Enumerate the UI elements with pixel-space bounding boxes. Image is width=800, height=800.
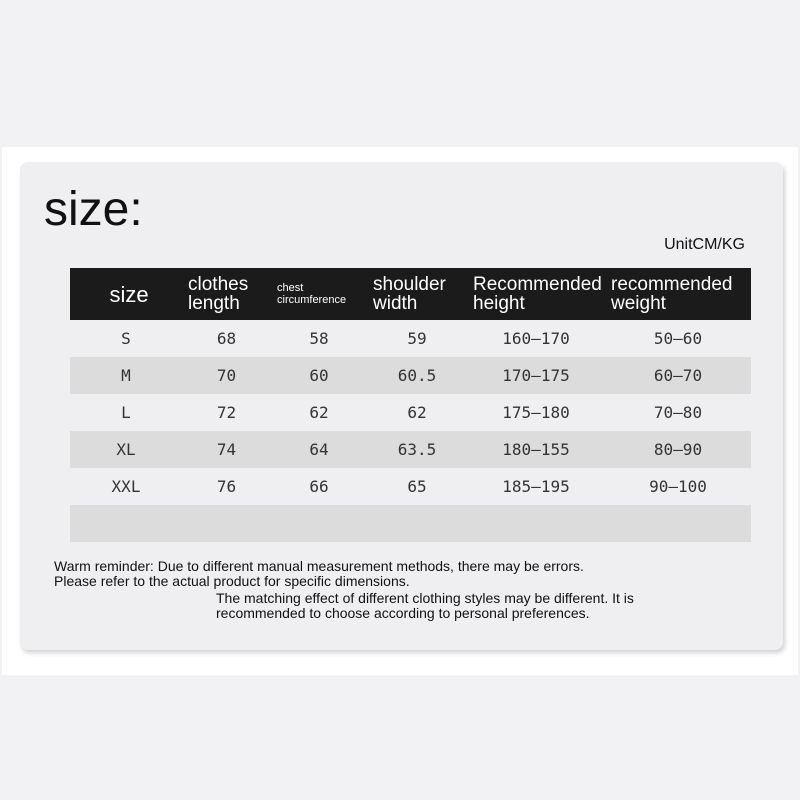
table-cell: 66 (309, 477, 329, 496)
table-cell: 160–170 (502, 329, 570, 348)
table-cell: 59 (407, 329, 427, 348)
table-cell: 185–195 (502, 477, 570, 496)
table-cell: 70 (182, 357, 271, 394)
table-cell: 62 (309, 403, 329, 422)
table-cell: 72 (216, 403, 237, 422)
table-cell: 60–70 (605, 357, 751, 394)
header-size: size (70, 268, 182, 320)
note-line-3: The matching effect of different clothin… (216, 590, 634, 621)
table-cell: 62 (407, 403, 427, 422)
size-table: size clothes length chest circumference … (70, 268, 751, 542)
table-cell: S (121, 329, 131, 348)
table-cell: 170–175 (467, 357, 605, 394)
table-row: S 68 58 59 160–170 50–60 (70, 320, 751, 357)
table-row: XXL 76 66 65 185–195 90–100 (70, 468, 751, 505)
header-height: Recommended height (467, 268, 605, 320)
table-cell: 80–90 (605, 431, 751, 468)
table-row: XL 74 64 63.5 180–155 80–90 (70, 431, 751, 468)
table-cell: 58 (309, 329, 329, 348)
table-cell: M (70, 357, 182, 394)
header-weight: recommended weight (605, 268, 751, 320)
size-chart-card (20, 162, 783, 650)
header-chest: chest circumference (271, 268, 367, 320)
table-cell: 60 (271, 357, 367, 394)
table-cell: 90–100 (649, 477, 707, 496)
table-cell: 70–80 (653, 403, 703, 422)
header-row: size clothes length chest circumference … (70, 268, 751, 320)
table-row (70, 505, 751, 542)
table-cell: 65 (407, 477, 427, 496)
note-line-2: Please refer to the actual product for s… (54, 573, 410, 589)
table-cell (70, 505, 182, 542)
table-cell (367, 505, 467, 542)
table-cell: 180–155 (467, 431, 605, 468)
table-cell: 68 (216, 329, 237, 348)
table-cell: 63.5 (367, 431, 467, 468)
page-title: size: (44, 183, 143, 236)
header-clothes-length: clothes length (182, 268, 271, 320)
header-shoulder: shoulder width (367, 268, 467, 320)
table-cell: 76 (216, 477, 237, 496)
unit-label: UnitCM/KG (664, 236, 745, 253)
note-line-1: Warm reminder: Due to different manual m… (54, 558, 584, 574)
table-cell (605, 505, 751, 542)
table-row: M 70 60 60.5 170–175 60–70 (70, 357, 751, 394)
table-cell: 64 (271, 431, 367, 468)
table-row: L 72 62 62 175–180 70–80 (70, 394, 751, 431)
table-cell: XL (70, 431, 182, 468)
table-cell (467, 505, 605, 542)
table-cell: 175–180 (502, 403, 570, 422)
table-cell: 50–60 (653, 329, 703, 348)
table-cell: 60.5 (367, 357, 467, 394)
table-cell: 74 (182, 431, 271, 468)
table-cell (271, 505, 367, 542)
table-cell: L (121, 403, 131, 422)
table-cell: XXL (111, 477, 141, 496)
table-cell (182, 505, 271, 542)
